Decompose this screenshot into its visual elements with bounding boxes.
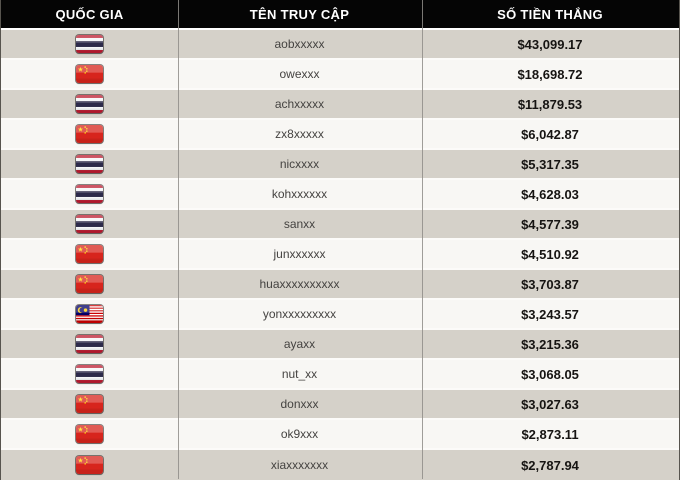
table-row: junxxxxxx $4,510.92 [1, 240, 679, 270]
table-row: sanxx $4,577.39 [1, 210, 679, 240]
amount-cell: $11,879.53 [517, 96, 583, 112]
table-row: ayaxx $3,215.36 [1, 330, 679, 360]
amount-cell: $6,042.87 [521, 126, 579, 142]
amount-cell: $4,577.39 [521, 216, 579, 232]
table-row: achxxxxx $11,879.53 [1, 90, 679, 120]
country-cell [1, 270, 178, 298]
country-cell [1, 90, 178, 118]
amount-cell: $2,787.94 [521, 457, 579, 473]
table-row: donxxx $3,027.63 [1, 390, 679, 420]
thailand-flag-icon [76, 35, 103, 53]
table-row: ok9xxx $2,873.11 [1, 420, 679, 450]
thailand-flag-icon [76, 95, 103, 113]
amount-cell: $2,873.11 [521, 426, 579, 442]
thailand-flag-icon [76, 365, 103, 383]
amount-cell: $3,027.63 [521, 396, 579, 412]
username-cell: nut_xx [281, 367, 318, 381]
country-cell [1, 240, 178, 268]
china-flag-icon [76, 425, 103, 443]
china-flag-icon [76, 456, 103, 474]
username-cell: owexxx [279, 67, 320, 81]
amount-cell: $5,317.35 [521, 156, 579, 172]
country-cell [1, 330, 178, 358]
china-flag-icon [76, 395, 103, 413]
country-cell [1, 180, 178, 208]
username-cell: sanxx [283, 217, 316, 231]
username-cell: ayaxx [283, 337, 316, 351]
table-row: nut_xx $3,068.05 [1, 360, 679, 390]
table-row: nicxxxx $5,317.35 [1, 150, 679, 180]
username-cell: achxxxxx [274, 97, 325, 111]
malaysia-flag-icon [76, 305, 103, 323]
amount-cell: $3,215.36 [521, 336, 579, 352]
country-cell [1, 360, 178, 388]
table-row: aobxxxxx $43,099.17 [1, 30, 679, 60]
col-header-amount: SỐ TIỀN THẮNG [497, 6, 603, 22]
country-cell [1, 450, 178, 480]
thailand-flag-icon [76, 215, 103, 233]
country-cell [1, 210, 178, 238]
china-flag-icon [76, 245, 103, 263]
table-row: owexxx $18,698.72 [1, 60, 679, 90]
username-cell: ok9xxx [280, 427, 319, 441]
table-row: kohxxxxxx $4,628.03 [1, 180, 679, 210]
username-cell: huaxxxxxxxxxx [259, 277, 340, 291]
amount-cell: $3,703.87 [521, 276, 579, 292]
username-cell: junxxxxxx [273, 247, 326, 261]
amount-cell: $18,698.72 [517, 66, 583, 82]
country-cell [1, 300, 178, 328]
country-cell [1, 420, 178, 448]
col-header-username: TÊN TRUY CẬP [249, 6, 350, 22]
amount-cell: $4,510.92 [521, 246, 579, 262]
table-row: xiaxxxxxxx $2,787.94 [1, 450, 679, 480]
username-cell: yonxxxxxxxxx [262, 307, 337, 321]
china-flag-icon [76, 65, 103, 83]
thailand-flag-icon [76, 155, 103, 173]
username-cell: kohxxxxxx [271, 187, 328, 201]
amount-cell: $3,068.05 [521, 366, 579, 382]
table-body: aobxxxxx $43,099.17 owexxx $18,698.72 ac… [1, 30, 679, 480]
username-cell: aobxxxxx [274, 37, 325, 51]
username-cell: xiaxxxxxxx [270, 458, 329, 472]
country-cell [1, 60, 178, 88]
country-cell [1, 150, 178, 178]
china-flag-icon [76, 275, 103, 293]
amount-cell: $43,099.17 [517, 36, 583, 52]
col-header-country: QUỐC GIA [55, 6, 124, 22]
country-cell [1, 390, 178, 418]
china-flag-icon [76, 125, 103, 143]
country-cell [1, 120, 178, 148]
table-row: huaxxxxxxxxxx $3,703.87 [1, 270, 679, 300]
thailand-flag-icon [76, 335, 103, 353]
table-row: yonxxxxxxxxx $3,243.57 [1, 300, 679, 330]
table-header: QUỐC GIA TÊN TRUY CẬP SỐ TIỀN THẮNG [1, 0, 679, 30]
amount-cell: $3,243.57 [521, 306, 579, 322]
country-cell [1, 30, 178, 58]
username-cell: nicxxxx [279, 157, 320, 171]
username-cell: donxxx [280, 397, 319, 411]
thailand-flag-icon [76, 185, 103, 203]
username-cell: zx8xxxxx [275, 127, 324, 141]
amount-cell: $4,628.03 [521, 186, 579, 202]
table-row: zx8xxxxx $6,042.87 [1, 120, 679, 150]
